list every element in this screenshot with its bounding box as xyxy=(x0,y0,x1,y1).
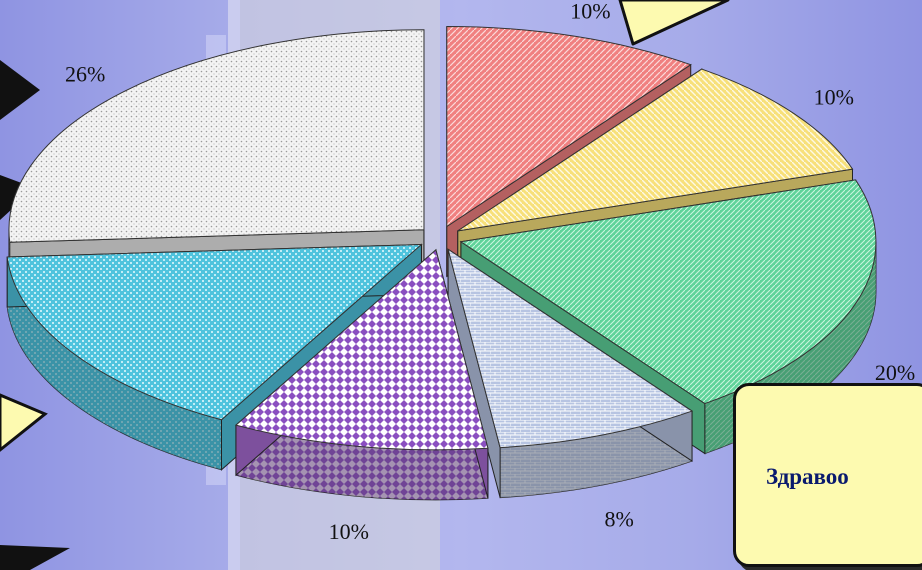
pie-slice-3 xyxy=(447,248,694,499)
pie-slices xyxy=(6,25,877,501)
pie-labels: 10% 10% 20% 8% 10% 26% xyxy=(65,0,915,544)
pie-label-4: 10% xyxy=(329,519,369,544)
callout-text: Здравоо xyxy=(766,464,849,489)
callout-box: Здравоо xyxy=(733,383,922,567)
pie-slice-4 xyxy=(234,248,489,501)
pie-label-3: 8% xyxy=(605,507,634,532)
pie-label-0: 10% xyxy=(570,0,610,24)
pie-label-2: 20% xyxy=(875,360,915,385)
pie-label-6: 26% xyxy=(65,61,105,86)
pie-label-1: 10% xyxy=(814,84,854,109)
